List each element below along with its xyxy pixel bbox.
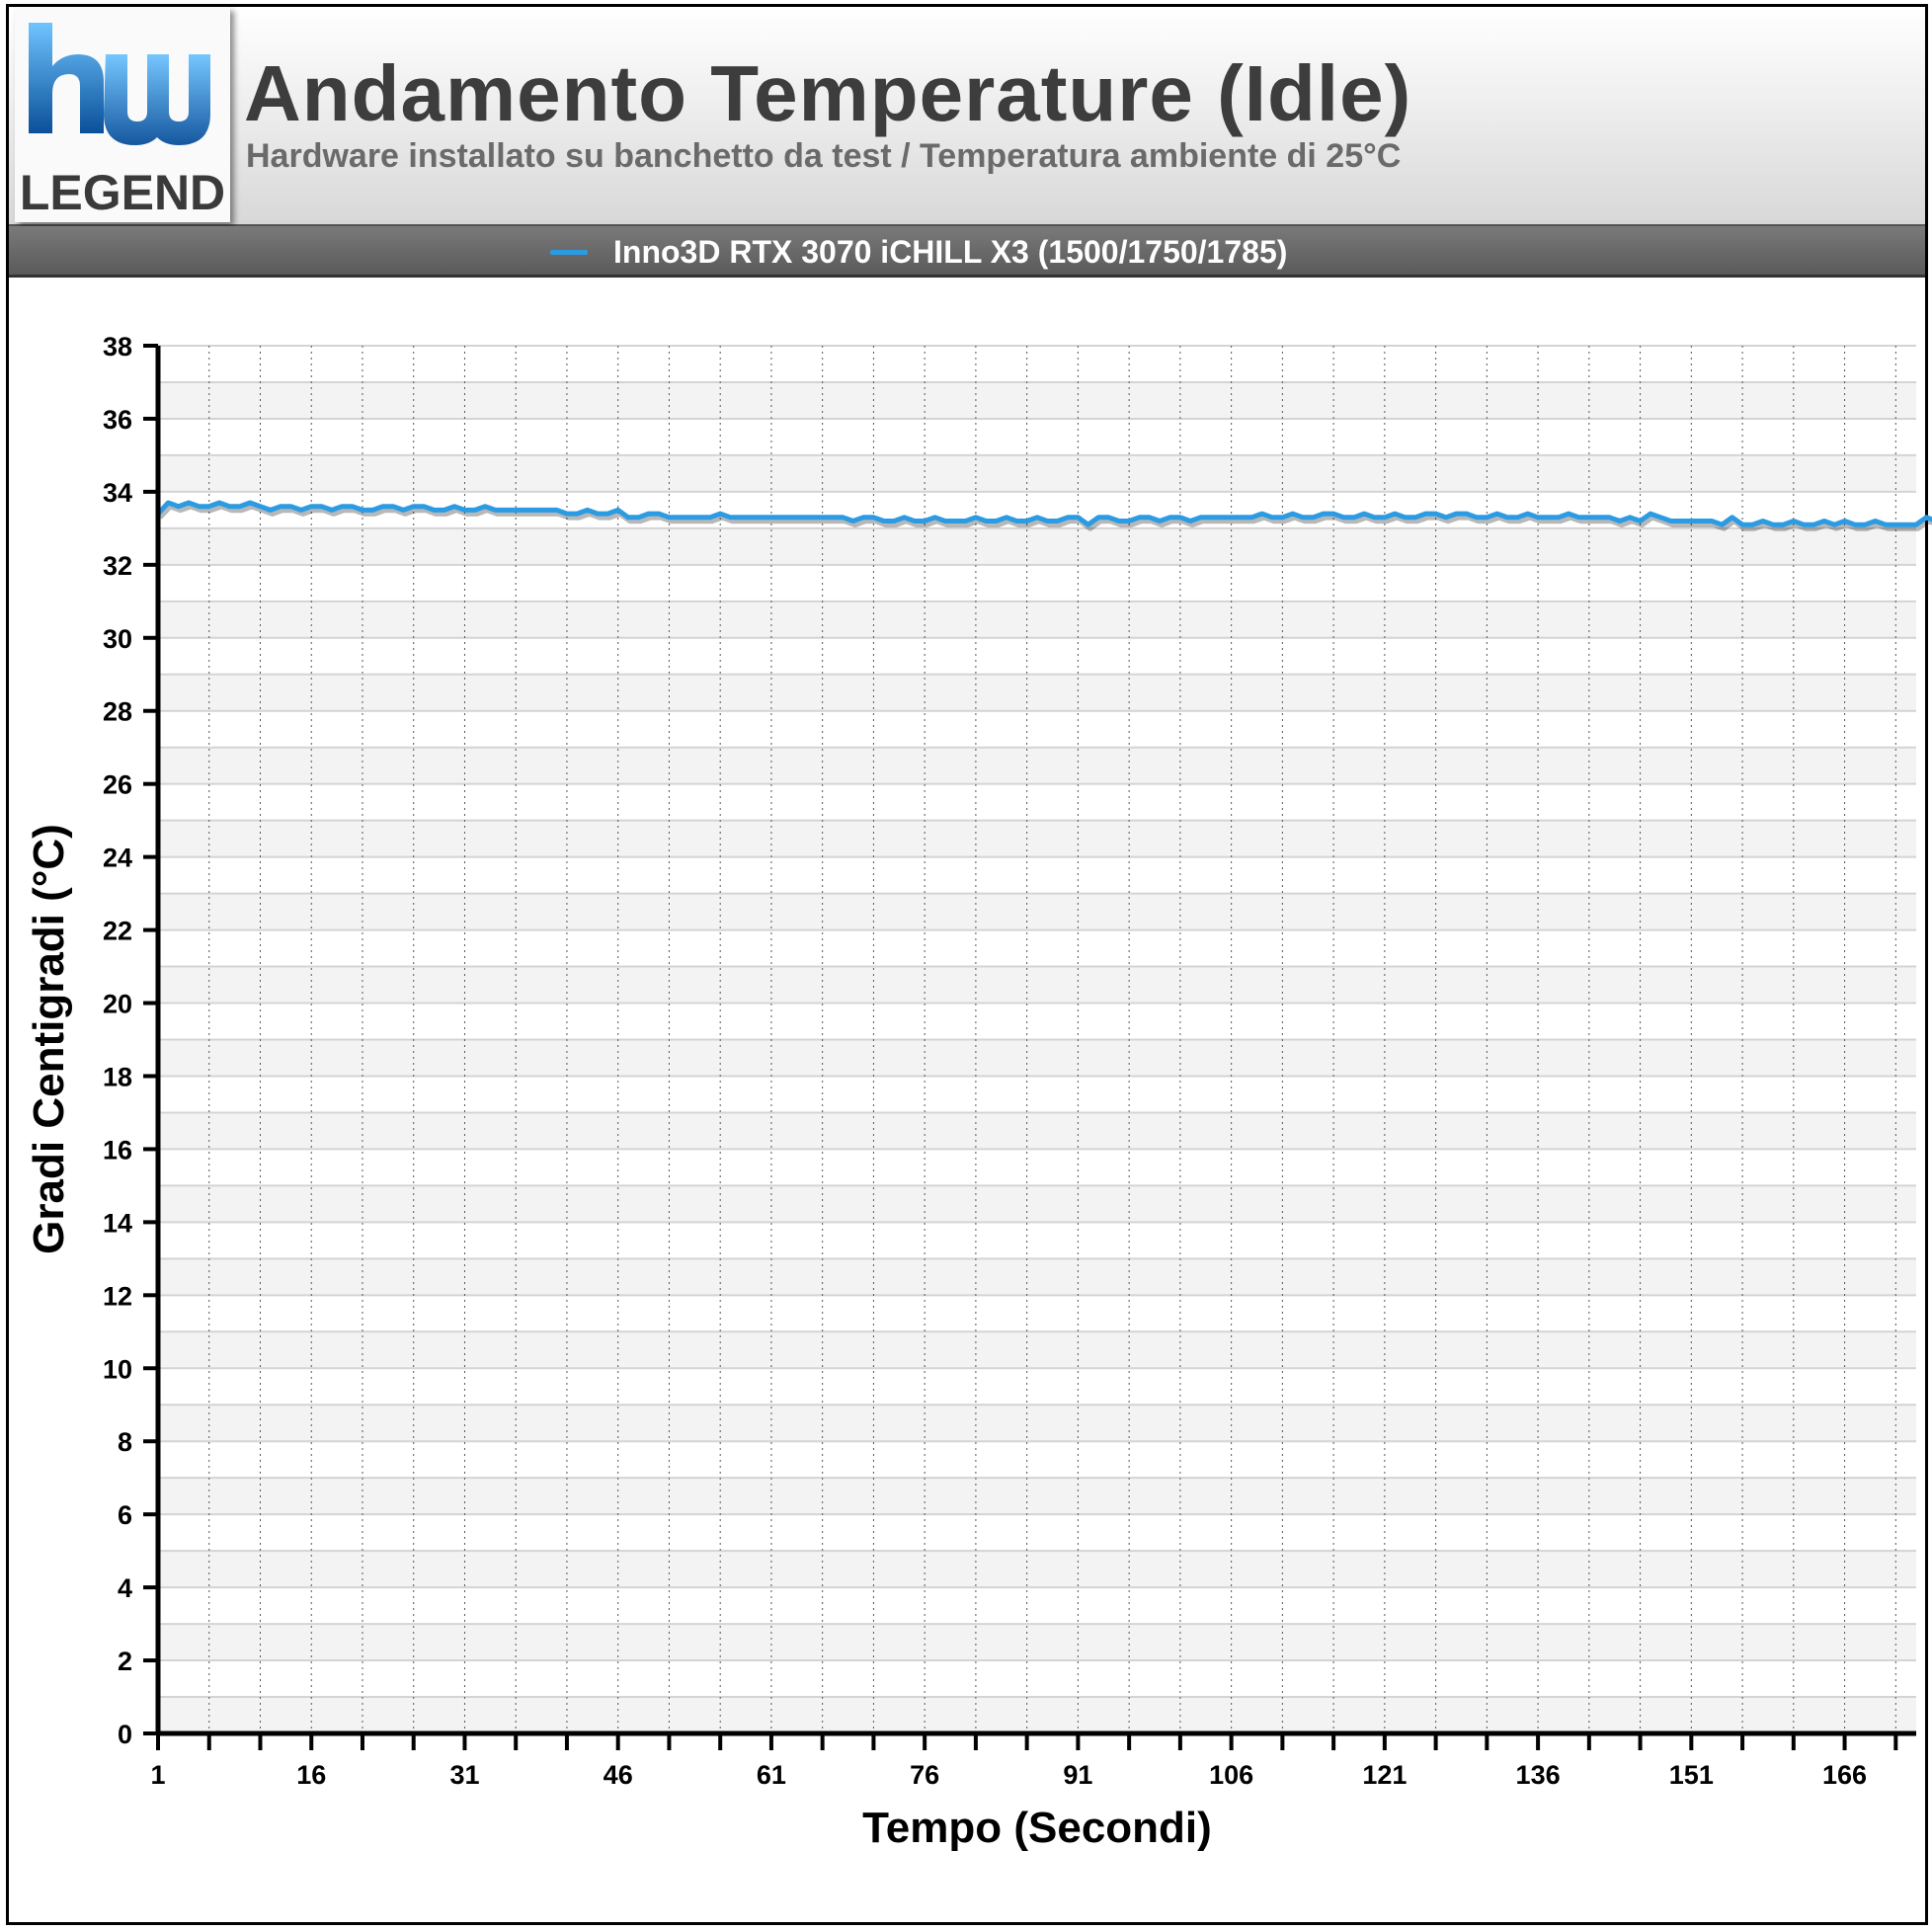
plot-band bbox=[158, 1551, 1916, 1588]
x-tick-label: 166 bbox=[1822, 1760, 1867, 1790]
y-tick-label: 22 bbox=[103, 917, 132, 946]
grid-lines bbox=[158, 345, 1916, 1733]
y-tick-label: 12 bbox=[103, 1281, 132, 1311]
y-tick-label: 38 bbox=[103, 332, 132, 362]
y-tick-label: 24 bbox=[103, 844, 132, 873]
plot-band bbox=[158, 674, 1916, 711]
y-tick-label: 34 bbox=[103, 478, 132, 508]
y-tick-label: 2 bbox=[118, 1647, 132, 1676]
x-tick-label: 106 bbox=[1209, 1760, 1253, 1790]
y-tick-label: 36 bbox=[103, 405, 132, 435]
plot-band bbox=[158, 454, 1916, 492]
x-tick-label: 31 bbox=[449, 1760, 479, 1790]
x-tick-label: 76 bbox=[910, 1760, 939, 1790]
plot-band bbox=[158, 820, 1916, 857]
plot-band bbox=[158, 1185, 1916, 1223]
chart-subtitle: Hardware installato su banchetto da test… bbox=[246, 137, 1402, 175]
hwlegend-logo-icon: LEGEND bbox=[15, 7, 230, 222]
plot-band bbox=[158, 1039, 1916, 1077]
plot-band bbox=[158, 1624, 1916, 1661]
x-tick-label: 16 bbox=[296, 1760, 326, 1790]
series-shadow bbox=[158, 504, 1932, 531]
legend-logo: LEGEND bbox=[15, 7, 230, 222]
y-tick-label: 6 bbox=[118, 1500, 132, 1530]
plot-band bbox=[158, 1331, 1916, 1369]
y-tick-label: 28 bbox=[103, 697, 132, 727]
y-tick-label: 18 bbox=[103, 1062, 132, 1091]
x-tick-label: 1 bbox=[150, 1760, 165, 1790]
x-tick-label: 46 bbox=[604, 1760, 633, 1790]
y-tick-label: 30 bbox=[103, 624, 132, 654]
y-tick-label: 14 bbox=[103, 1208, 132, 1238]
y-tick-label: 26 bbox=[103, 770, 132, 800]
plot-band bbox=[158, 893, 1916, 930]
y-tick-label: 8 bbox=[118, 1427, 132, 1457]
plot-band bbox=[158, 381, 1916, 419]
y-tick-label: 16 bbox=[103, 1135, 132, 1165]
y-tick-label: 0 bbox=[118, 1720, 132, 1749]
series-layer bbox=[156, 500, 1932, 531]
y-tick-label: 4 bbox=[118, 1573, 132, 1603]
y-tick-label: 10 bbox=[103, 1354, 132, 1384]
plot-band bbox=[158, 1258, 1916, 1296]
x-tick-label: 91 bbox=[1063, 1760, 1092, 1790]
x-tick-label: 61 bbox=[757, 1760, 786, 1790]
plot-band bbox=[158, 527, 1916, 565]
y-tick-label: 32 bbox=[103, 551, 132, 581]
y-axis-title: Gradi Centigradi (°C) bbox=[25, 824, 73, 1254]
legend-bar: Inno3D RTX 3070 iCHILL X3 (1500/1750/178… bbox=[9, 226, 1925, 278]
plot-band bbox=[158, 1405, 1916, 1442]
plot-band bbox=[158, 1478, 1916, 1515]
plot-band bbox=[158, 1112, 1916, 1150]
x-axis-title: Tempo (Secondi) bbox=[862, 1804, 1212, 1852]
y-tick-label: 20 bbox=[103, 990, 132, 1019]
x-tick-label: 121 bbox=[1362, 1760, 1407, 1790]
chart-header: LEGEND Andamento Temperature (Idle) Hard… bbox=[9, 7, 1925, 226]
x-tick-label: 151 bbox=[1669, 1760, 1714, 1790]
axes bbox=[155, 346, 1916, 1736]
plot-band bbox=[158, 747, 1916, 784]
plot-band bbox=[158, 1697, 1916, 1733]
x-ticks: 1 16 31 46 61 76 91 106 121 136 151 166 bbox=[150, 1733, 1898, 1790]
plot-bands bbox=[158, 381, 1916, 1733]
series-line-inno3d-rtx-3070 bbox=[156, 500, 1932, 527]
chart-frame: LEGEND Andamento Temperature (Idle) Hard… bbox=[6, 4, 1928, 1925]
chart-title: Andamento Temperature (Idle) bbox=[244, 49, 1412, 137]
legend-swatch bbox=[550, 250, 588, 255]
x-tick-label: 136 bbox=[1516, 1760, 1561, 1790]
logo-wordmark: LEGEND bbox=[20, 165, 225, 220]
plot-band bbox=[158, 966, 1916, 1004]
plot-band bbox=[158, 601, 1916, 638]
legend-label: Inno3D RTX 3070 iCHILL X3 (1500/1750/178… bbox=[613, 234, 1288, 270]
